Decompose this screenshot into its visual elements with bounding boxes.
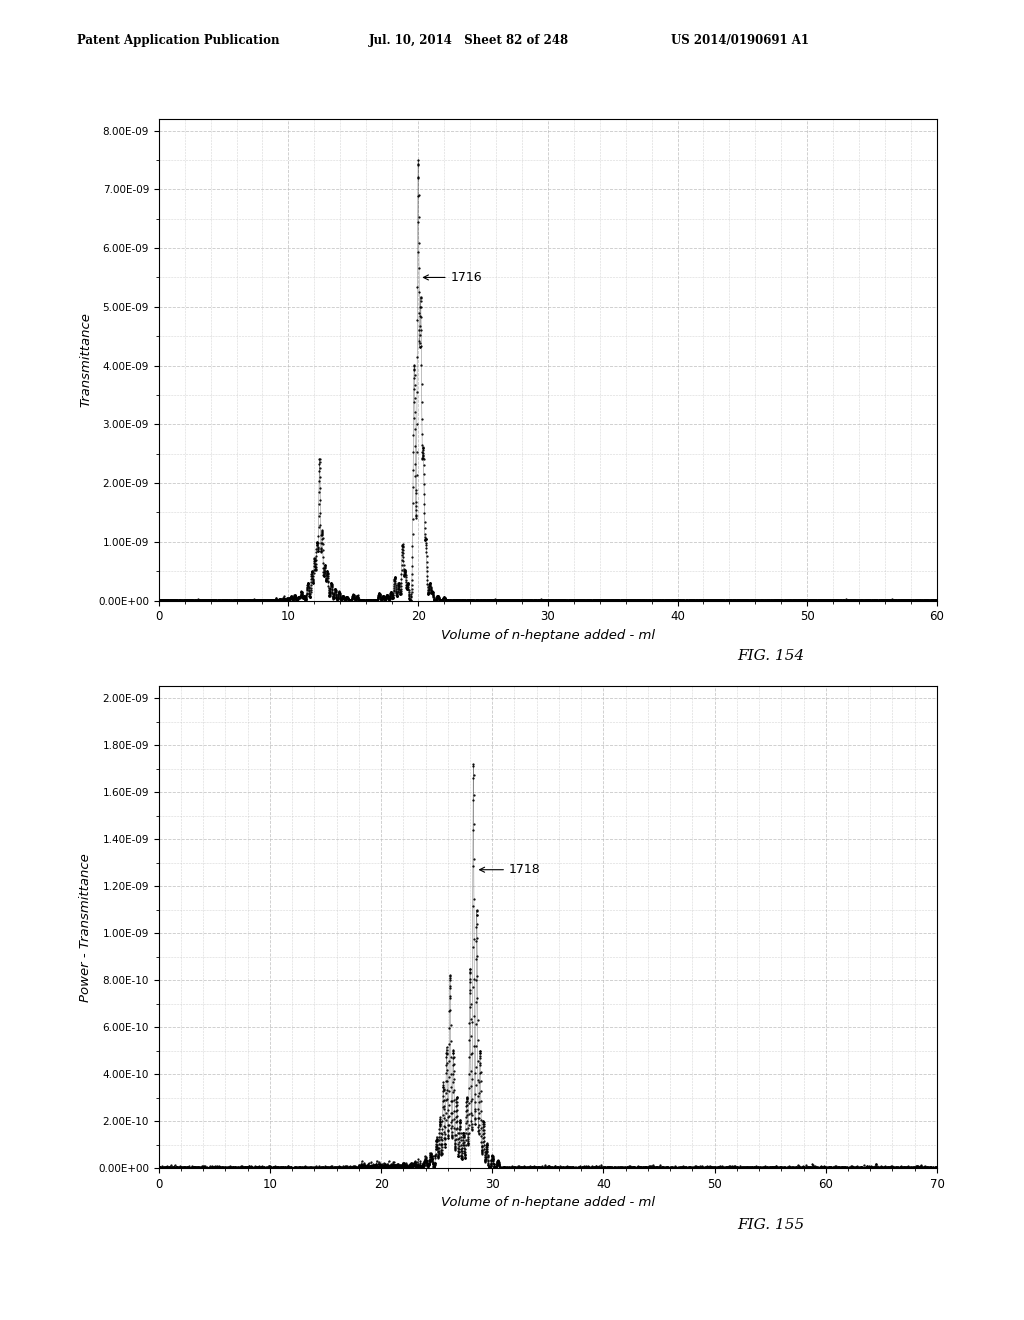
Text: FIG. 154: FIG. 154	[737, 649, 805, 664]
X-axis label: Volume of n-heptane added - ml: Volume of n-heptane added - ml	[441, 628, 654, 642]
Y-axis label: Transmittance: Transmittance	[80, 313, 92, 407]
Text: FIG. 155: FIG. 155	[737, 1218, 805, 1233]
Y-axis label: Power - Transmittance: Power - Transmittance	[80, 853, 92, 1002]
Text: 1716: 1716	[424, 271, 482, 284]
Text: Patent Application Publication: Patent Application Publication	[77, 34, 280, 48]
Text: Jul. 10, 2014   Sheet 82 of 248: Jul. 10, 2014 Sheet 82 of 248	[369, 34, 568, 48]
Text: US 2014/0190691 A1: US 2014/0190691 A1	[671, 34, 809, 48]
X-axis label: Volume of n-heptane added - ml: Volume of n-heptane added - ml	[441, 1196, 654, 1209]
Text: 1718: 1718	[479, 863, 541, 876]
